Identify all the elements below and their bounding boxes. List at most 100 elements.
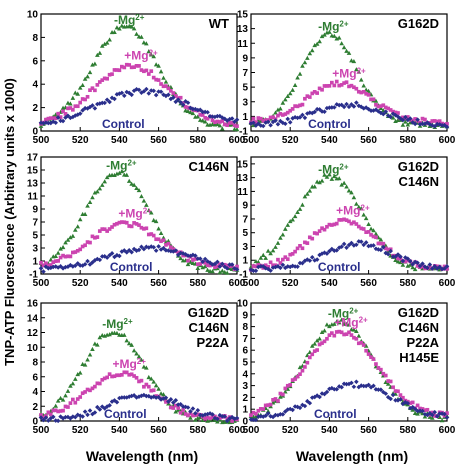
data-point: [336, 35, 342, 40]
data-point: [53, 253, 58, 258]
data-point: [396, 111, 400, 115]
data-point: [317, 229, 322, 233]
data-point: [292, 82, 298, 88]
series-control: [38, 392, 240, 424]
data-point: [124, 172, 130, 177]
data-point: [205, 109, 210, 115]
data-point: [407, 405, 413, 411]
data-point: [283, 226, 288, 231]
data-point: [68, 235, 73, 240]
data-point: [75, 91, 81, 96]
data-point: [253, 268, 259, 274]
data-point: [405, 400, 411, 406]
data-point: [314, 106, 320, 112]
data-point: [186, 258, 190, 263]
data-point: [188, 409, 193, 414]
data-point: [363, 216, 369, 221]
data-point: [312, 109, 317, 115]
data-point: [210, 412, 215, 417]
data-point: [432, 123, 438, 129]
data-point: [156, 78, 161, 82]
data-point: [112, 96, 117, 102]
data-point: [324, 322, 330, 327]
data-point: [188, 110, 193, 115]
data-point: [151, 379, 156, 384]
data-point: [77, 217, 83, 222]
data-point: [378, 247, 384, 253]
data-point: [251, 116, 256, 121]
y-tick-label: 6: [242, 346, 248, 357]
data-point: [407, 258, 413, 264]
data-point: [312, 258, 317, 263]
data-point: [53, 264, 58, 269]
y-tick-label: 5: [242, 358, 248, 369]
data-point: [334, 386, 340, 392]
y-tick-label: 11: [27, 192, 38, 203]
data-point: [55, 418, 61, 424]
data-point: [425, 120, 430, 125]
data-point: [48, 415, 54, 421]
data-point: [126, 247, 132, 253]
data-point: [109, 251, 115, 256]
data-point: [330, 80, 334, 85]
data-point: [396, 389, 400, 394]
data-point: [351, 195, 357, 200]
data-point: [285, 257, 290, 261]
data-point: [190, 106, 196, 112]
data-point: [104, 40, 110, 45]
data-point: [146, 72, 151, 76]
data-point: [70, 95, 76, 100]
data-point: [83, 243, 87, 248]
data-point: [205, 267, 210, 272]
data-point: [117, 170, 122, 175]
data-point: [85, 94, 90, 99]
data-point: [320, 87, 324, 92]
data-point: [63, 393, 68, 398]
data-point: [420, 261, 425, 266]
y-tick-label: 3: [32, 244, 38, 255]
data-point: [260, 264, 266, 269]
y-tick-label: 7: [242, 334, 248, 345]
data-point: [295, 264, 300, 269]
data-point: [268, 402, 273, 407]
data-point: [146, 393, 152, 399]
data-point: [73, 376, 78, 381]
data-point: [227, 262, 232, 267]
plot-frame: [250, 156, 448, 275]
data-point: [65, 414, 71, 420]
data-point: [112, 29, 117, 34]
data-point: [92, 190, 98, 195]
data-point: [376, 387, 381, 392]
x-tick-label: 600: [229, 135, 246, 146]
data-point: [317, 180, 322, 185]
y-tick-label: 0: [32, 417, 38, 428]
data-point: [224, 266, 230, 271]
data-point: [78, 247, 83, 252]
data-point: [107, 332, 112, 337]
data-point: [61, 408, 65, 413]
data-point: [134, 248, 139, 253]
data-point: [312, 341, 317, 346]
data-point: [122, 93, 127, 99]
data-point: [93, 88, 97, 93]
data-point: [336, 320, 342, 325]
data-point: [417, 408, 423, 414]
data-point: [374, 362, 378, 366]
data-point: [434, 413, 440, 419]
data-point: [268, 251, 273, 256]
panel-bottom-left: 500 520 540 560 580 6000246810121416G162DC146…: [27, 299, 246, 437]
data-point: [190, 110, 196, 116]
data-point: [371, 383, 376, 389]
data-point: [80, 82, 85, 88]
data-point: [112, 172, 117, 178]
data-point: [224, 270, 230, 275]
label-minus-mg: -Mg2+: [106, 158, 137, 173]
x-tick-label: 540: [321, 135, 338, 146]
data-point: [412, 267, 418, 272]
data-point: [341, 241, 347, 247]
data-point: [381, 241, 386, 246]
data-point: [422, 264, 428, 269]
data-point: [297, 405, 303, 411]
data-point: [303, 365, 307, 369]
data-point: [193, 410, 198, 416]
